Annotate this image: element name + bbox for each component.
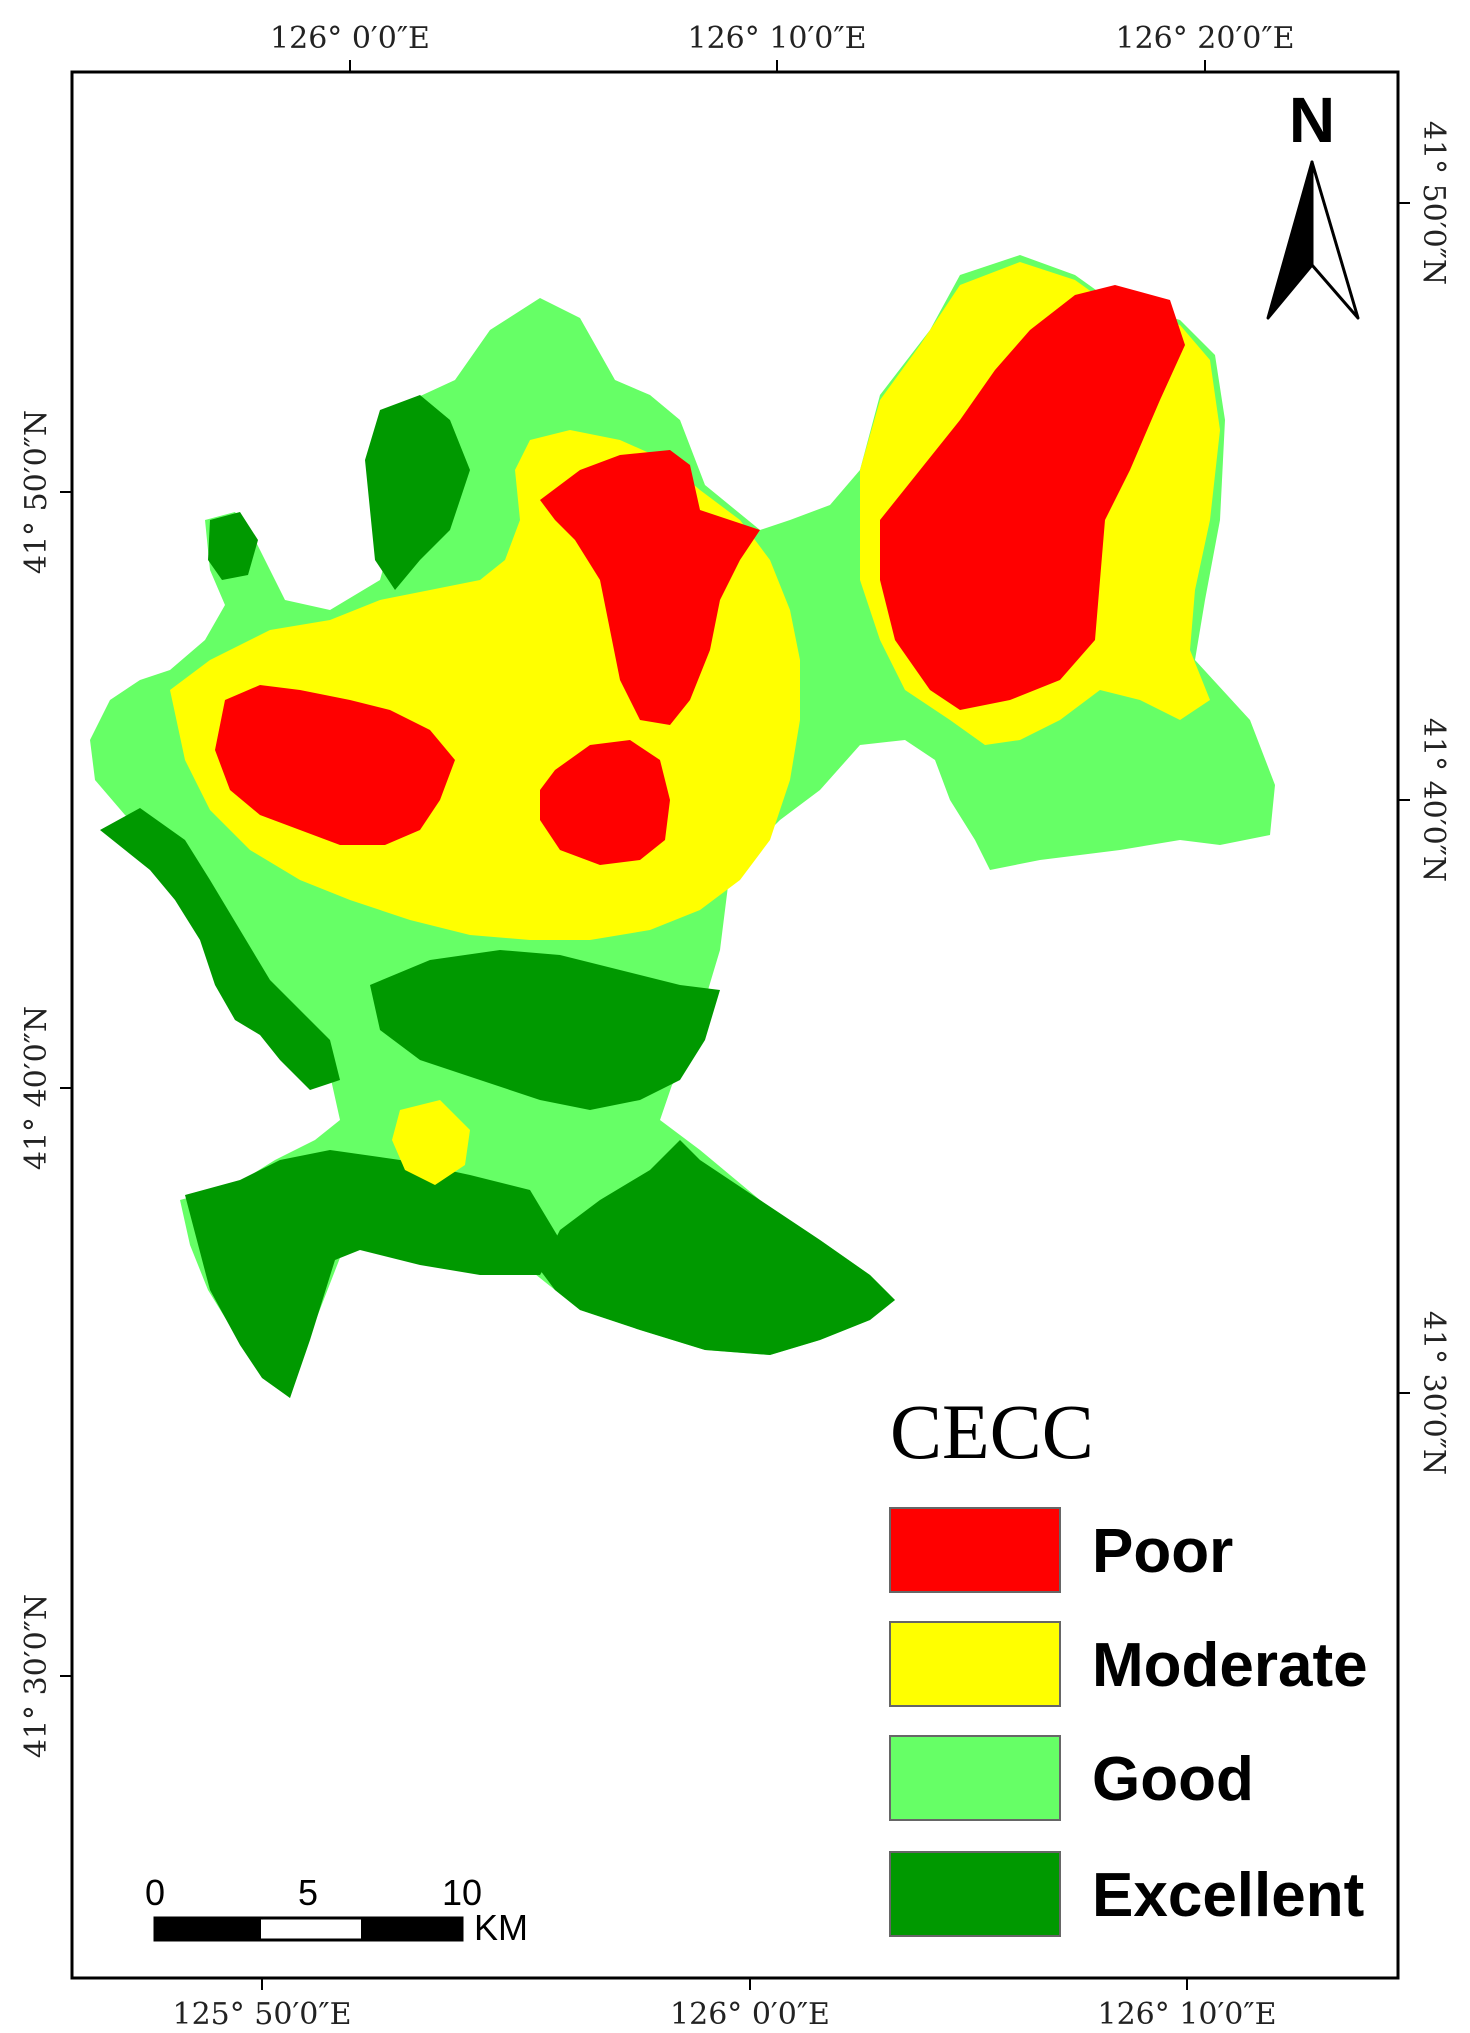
left-lat-label-2: 41° 40′0″N (19, 1006, 54, 1170)
north-arrow: N (1266, 84, 1360, 320)
region-poor-central-north (540, 450, 760, 725)
top-lon-label-2: 126° 10′0″E (688, 21, 867, 56)
scale-bar-segment-1 (155, 1918, 261, 1940)
legend-swatch-poor (889, 1507, 1061, 1593)
bottom-lon-label-1: 125° 50′0″E (173, 1997, 352, 2032)
scale-bar-segment-3 (361, 1918, 462, 1940)
scale-unit: KM (474, 1907, 528, 1948)
legend-title: CECC (890, 1388, 1094, 1475)
bottom-lon-label-3: 126° 10′0″E (1098, 1997, 1277, 2032)
left-lat-label-1: 41° 50′0″N (19, 410, 54, 574)
legend: CECC Poor Moderate Good Excellent (889, 1388, 1368, 1937)
study-area (90, 255, 1275, 1398)
right-lat-label-3: 41° 30′0″N (1416, 1311, 1451, 1475)
top-lon-label-3: 126° 20′0″E (1116, 21, 1295, 56)
left-lat-label-3: 41° 30′0″N (19, 1594, 54, 1758)
north-label: N (1289, 84, 1335, 156)
legend-label-poor: Poor (1092, 1517, 1233, 1586)
region-moderate-south-patch (392, 1100, 470, 1185)
region-excellent-south-west (185, 1150, 560, 1398)
region-excellent-central (370, 950, 720, 1110)
scale-tick-10: 10 (442, 1872, 482, 1913)
north-arrow-icon (1266, 160, 1360, 320)
region-excellent-west-band (100, 808, 340, 1090)
region-excellent-north-west (365, 395, 470, 590)
scale-bar: 0 5 10 KM (145, 1872, 528, 1948)
region-excellent-west-islet (208, 512, 258, 580)
top-lon-label-1: 126° 0′0″E (270, 21, 430, 56)
region-excellent-south-east (540, 1140, 895, 1355)
scale-tick-5: 5 (298, 1872, 318, 1913)
right-lat-label-2: 41° 40′0″N (1416, 718, 1451, 882)
graticule-ticks (60, 60, 1410, 1990)
legend-swatch-good (889, 1735, 1061, 1821)
region-poor-west-lobe (215, 685, 455, 845)
legend-label-good: Good (1092, 1745, 1254, 1814)
right-lat-label-1: 41° 50′0″N (1416, 121, 1451, 285)
bottom-lon-label-2: 126° 0′0″E (670, 1997, 830, 2032)
legend-label-moderate: Moderate (1092, 1631, 1368, 1700)
region-poor-north-east (880, 285, 1185, 710)
legend-swatch-excellent (889, 1851, 1061, 1937)
legend-label-excellent: Excellent (1092, 1861, 1364, 1930)
region-poor-central-south (540, 740, 670, 865)
scale-tick-0: 0 (145, 1872, 165, 1913)
legend-swatch-moderate (889, 1621, 1061, 1707)
